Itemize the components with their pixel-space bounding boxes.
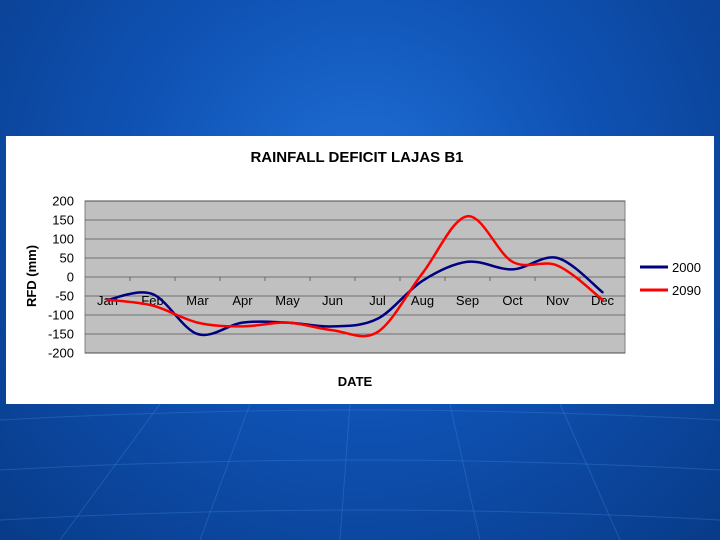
legend: 2000 2090 bbox=[640, 260, 701, 298]
rainfall-chart: RAINFALL DEFICIT LAJAS B1 RFD (mm) DATE … bbox=[24, 149, 701, 389]
y-tick-label: -100 bbox=[48, 308, 74, 323]
legend-label-2090: 2090 bbox=[672, 283, 701, 298]
y-tick-label: 50 bbox=[60, 251, 74, 266]
x-tick-label: Aug bbox=[411, 293, 434, 308]
x-tick-label: Jun bbox=[322, 293, 343, 308]
y-tick-label: 0 bbox=[67, 270, 74, 285]
x-tick-label: Mar bbox=[186, 293, 209, 308]
y-tick-label: -50 bbox=[55, 289, 74, 304]
x-tick-label: Sep bbox=[456, 293, 479, 308]
x-tick-label: May bbox=[275, 293, 300, 308]
series-line-2000 bbox=[106, 256, 604, 337]
y-axis-title: RFD (mm) bbox=[24, 245, 39, 307]
x-tick-label: Nov bbox=[546, 293, 570, 308]
y-tick-label: -150 bbox=[48, 327, 74, 342]
y-tick-label: -200 bbox=[48, 346, 74, 361]
y-tick-label: 200 bbox=[52, 194, 74, 209]
y-tick-label: 100 bbox=[52, 232, 74, 247]
y-tick-label: 150 bbox=[52, 213, 74, 228]
chart-panel: RAINFALL DEFICIT LAJAS B1 RFD (mm) DATE … bbox=[6, 136, 714, 404]
x-axis-title: DATE bbox=[338, 374, 373, 389]
x-tick-label: Jul bbox=[369, 293, 386, 308]
legend-label-2000: 2000 bbox=[672, 260, 701, 275]
x-tick-label: Oct bbox=[502, 293, 523, 308]
x-tick-label: Apr bbox=[232, 293, 253, 308]
series-line-2090 bbox=[106, 214, 604, 338]
chart-title: RAINFALL DEFICIT LAJAS B1 bbox=[250, 149, 463, 166]
